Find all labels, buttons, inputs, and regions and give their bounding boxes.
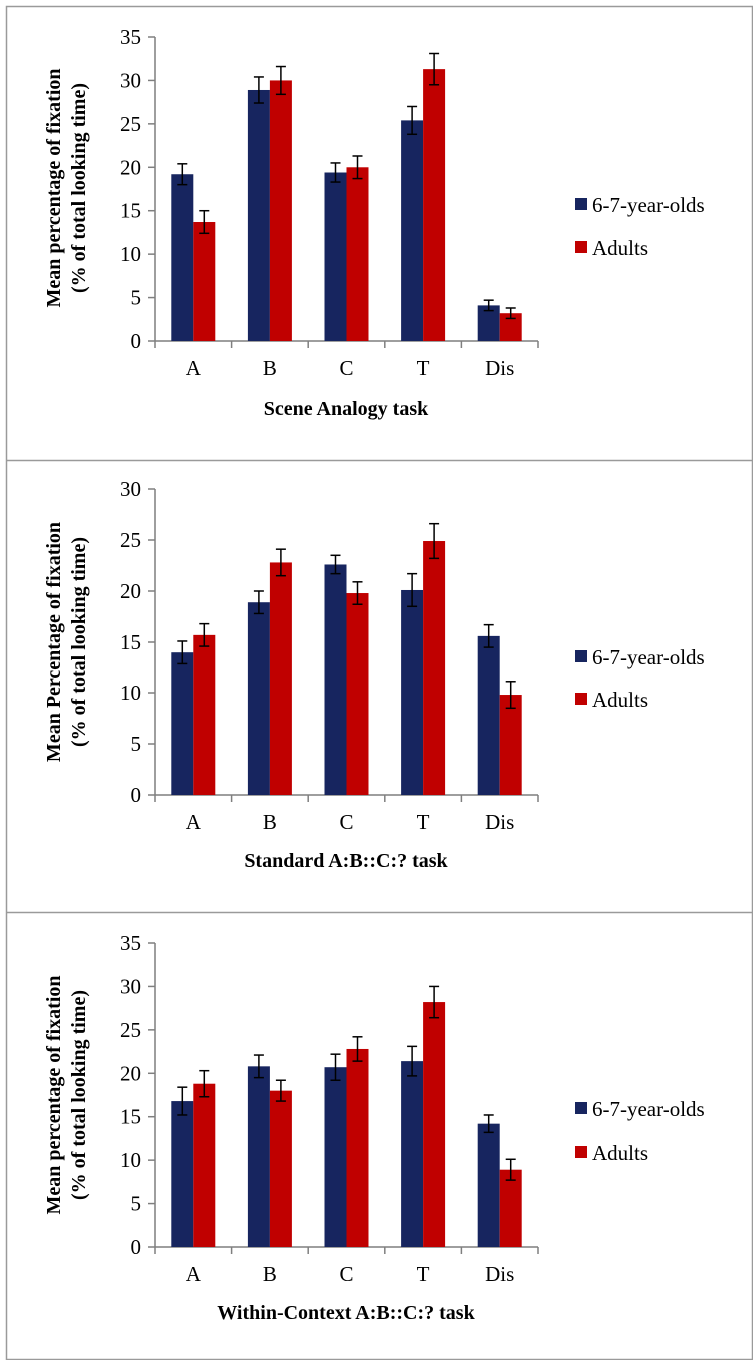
y-tick-label: 25 — [120, 112, 141, 136]
y-tick-label: 0 — [131, 1235, 142, 1259]
y-axis-title-line2: (% of total looking time) — [68, 83, 90, 293]
bar-children — [401, 589, 424, 795]
chart-panel-3: 0 5 10 15 20 25 30 35 A B C T Dis Within-Context A:B:… — [43, 931, 705, 1324]
y-axis-title-line2: (% of total looking time) — [68, 990, 90, 1200]
y-tick-label: 0 — [131, 783, 142, 807]
x-axis-title: Within-Context A:B::C:? task — [217, 1302, 475, 1324]
y-tick-label: 25 — [120, 1018, 141, 1042]
legend-swatch-adults — [575, 1146, 587, 1158]
x-tick-label: B — [263, 1262, 277, 1286]
bar-adults — [269, 80, 292, 341]
y-tick-label: 30 — [120, 974, 141, 998]
bar-children — [247, 1066, 270, 1247]
legend-swatch-children — [575, 1102, 587, 1114]
y-tick-label: 30 — [120, 477, 141, 501]
legend-label: 6-7-year-olds — [592, 193, 705, 217]
legend-swatch-children — [575, 198, 587, 210]
x-tick-label: T — [417, 1262, 430, 1286]
bar-adults — [269, 1090, 292, 1247]
y-tick-label: 30 — [120, 68, 141, 92]
bar-adults — [346, 593, 369, 795]
legend-label: 6-7-year-olds — [592, 1097, 705, 1121]
bar-adults — [499, 695, 522, 795]
bar-children — [171, 174, 194, 341]
bar-children — [477, 1123, 500, 1247]
bar-children — [324, 564, 347, 795]
y-tick-label: 15 — [120, 1105, 141, 1129]
x-tick-label: Dis — [485, 810, 514, 834]
bar-adults — [423, 69, 446, 341]
x-tick-label: C — [339, 356, 353, 380]
y-axis-title-line1: Mean percentage of fixation — [43, 68, 65, 307]
x-tick-label: B — [263, 356, 277, 380]
bar-children — [401, 120, 424, 341]
y-tick-label: 10 — [120, 1148, 141, 1172]
y-tick-label: 35 — [120, 931, 141, 955]
y-tick-label: 5 — [131, 286, 142, 310]
legend-label: Adults — [592, 236, 648, 260]
y-tick-label: 10 — [120, 681, 141, 705]
legend-label: 6-7-year-olds — [592, 645, 705, 669]
bar-children — [171, 1101, 194, 1247]
bar-children — [247, 89, 270, 342]
y-tick-label: 0 — [131, 329, 142, 353]
y-axis-title: Mean percentage of fixation (% of total l… — [43, 975, 90, 1214]
y-tick-label: 10 — [120, 242, 141, 266]
bar-adults — [499, 1169, 522, 1247]
bar-adults — [423, 541, 446, 795]
bar-children — [247, 602, 270, 795]
y-tick-label: 5 — [131, 732, 142, 756]
y-axis-title-line1: Mean percentage of fixation — [43, 975, 65, 1214]
bar-children — [171, 652, 194, 795]
y-tick-label: 20 — [120, 155, 141, 179]
x-tick-label: Dis — [485, 1262, 514, 1286]
y-tick-label: 20 — [120, 1061, 141, 1085]
x-axis-title: Standard A:B::C:? task — [244, 850, 448, 872]
y-tick-label: 35 — [120, 25, 141, 49]
bar-children — [401, 1061, 424, 1247]
legend-swatch-adults — [575, 241, 587, 253]
legend-label: Adults — [592, 688, 648, 712]
bar-adults — [269, 562, 292, 795]
y-tick-label: 5 — [131, 1192, 142, 1216]
y-tick-label: 15 — [120, 199, 141, 223]
x-tick-label: A — [186, 1262, 202, 1286]
y-axis-title-line2: (% of total looking time) — [68, 537, 90, 747]
bar-children — [324, 1067, 347, 1247]
y-axis-title: Mean percentage of fixation (% of total l… — [43, 68, 90, 307]
bar-adults — [346, 167, 369, 341]
bar-adults — [346, 1048, 369, 1247]
legend-label: Adults — [592, 1141, 648, 1165]
x-tick-label: C — [339, 810, 353, 834]
bar-adults — [499, 313, 522, 341]
x-tick-label: A — [186, 810, 202, 834]
x-tick-label: T — [417, 810, 430, 834]
legend-swatch-children — [575, 650, 587, 662]
bar-children — [477, 305, 500, 341]
x-tick-label: C — [339, 1262, 353, 1286]
x-tick-label: Dis — [485, 356, 514, 380]
x-tick-label: T — [417, 356, 430, 380]
x-axis-title: Scene Analogy task — [264, 398, 429, 420]
bar-children — [477, 635, 500, 795]
bar-adults — [193, 222, 216, 341]
y-tick-label: 20 — [120, 579, 141, 603]
bar-children — [324, 172, 347, 341]
bar-adults — [423, 1002, 446, 1247]
bar-adults — [193, 634, 216, 795]
x-tick-label: B — [263, 810, 277, 834]
y-tick-label: 25 — [120, 528, 141, 552]
x-tick-label: A — [186, 356, 202, 380]
legend-swatch-adults — [575, 693, 587, 705]
y-axis-title-line1: Mean Percentage of fixation — [43, 522, 65, 762]
y-axis-title: Mean Percentage of fixation (% of total l… — [43, 522, 90, 762]
bar-adults — [193, 1083, 216, 1247]
chart-panel-1: 0 5 10 15 20 25 30 35 A B C T Dis Scene Analogy task M… — [43, 25, 705, 420]
y-tick-label: 15 — [120, 630, 141, 654]
